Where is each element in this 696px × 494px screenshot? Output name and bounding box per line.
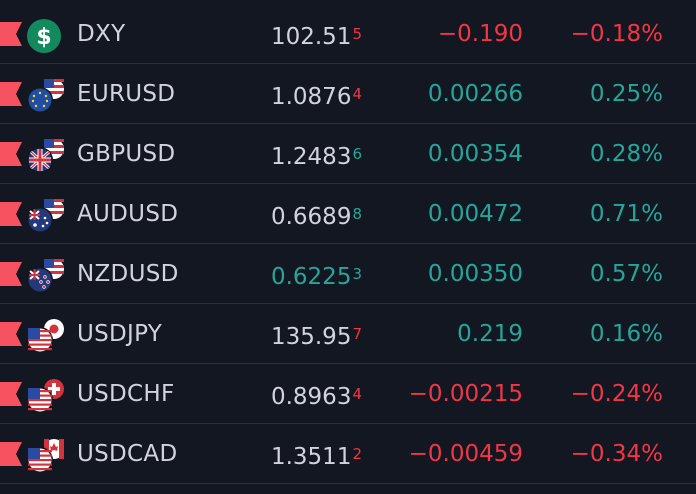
last-price: 135.957 bbox=[271, 320, 362, 351]
change-percent: −0.34% bbox=[570, 441, 663, 467]
watchlist-row-usdcad[interactable]: USDCAD 1.35112 −0.00459 −0.34% bbox=[0, 424, 696, 484]
svg-text:$: $ bbox=[36, 25, 51, 50]
last-price-main: 0.8963 bbox=[270, 384, 352, 410]
watchlist-row-nzdusd[interactable]: NZDUSD 0.62253 0.00350 0.57% bbox=[0, 244, 696, 304]
last-price-main: 1.0876 bbox=[270, 84, 352, 110]
last-price-tail: 6 bbox=[352, 145, 362, 163]
change-percent: 0.28% bbox=[589, 141, 663, 167]
change-percent: 0.57% bbox=[589, 261, 663, 287]
last-price-main: 1.2483 bbox=[270, 144, 352, 170]
change-percent: −0.18% bbox=[570, 21, 663, 47]
change-percent: 0.16% bbox=[589, 321, 663, 347]
symbol-name: USDJPY bbox=[77, 321, 163, 347]
watchlist-row-audusd[interactable]: AUDUSD 0.66898 0.00472 0.71% bbox=[0, 184, 696, 244]
flag-marker-icon[interactable] bbox=[0, 142, 22, 166]
last-price-main: 135.95 bbox=[270, 324, 352, 350]
last-price-tail: 4 bbox=[352, 385, 362, 403]
australia-us-flags-icon bbox=[27, 199, 64, 233]
change-percent: 0.71% bbox=[589, 201, 663, 227]
symbol-name: USDCAD bbox=[77, 441, 178, 467]
last-price: 1.35112 bbox=[271, 440, 362, 471]
last-price-tail: 4 bbox=[352, 85, 362, 103]
change-percent: 0.25% bbox=[589, 81, 663, 107]
uk-us-flags-icon bbox=[27, 139, 64, 173]
symbol-name: USDCHF bbox=[77, 381, 175, 407]
change-value: 0.00266 bbox=[427, 81, 523, 107]
last-price-tail: 2 bbox=[352, 445, 362, 463]
last-price-tail: 3 bbox=[352, 265, 362, 283]
last-price-main: 102.51 bbox=[270, 24, 352, 50]
last-price-main: 1.3511 bbox=[270, 444, 352, 470]
change-value: 0.219 bbox=[457, 321, 523, 347]
us-switzerland-flags-icon bbox=[27, 379, 64, 413]
flag-marker-icon[interactable] bbox=[0, 82, 22, 106]
watchlist-row-eurusd[interactable]: EURUSD 1.08764 0.00266 0.25% bbox=[0, 64, 696, 124]
symbol-name: DXY bbox=[77, 21, 126, 47]
last-price: 0.62253 bbox=[271, 260, 362, 291]
last-price-main: 0.6225 bbox=[270, 264, 352, 290]
change-value: 0.00472 bbox=[427, 201, 523, 227]
last-price-tail: 5 bbox=[352, 25, 362, 43]
last-price: 0.66898 bbox=[271, 200, 362, 231]
symbol-name: EURUSD bbox=[77, 81, 176, 107]
change-percent: −0.24% bbox=[570, 381, 663, 407]
flag-marker-icon[interactable] bbox=[0, 442, 22, 466]
last-price-main: 0.6689 bbox=[270, 204, 352, 230]
new-zealand-us-flags-icon bbox=[27, 259, 64, 293]
flag-marker-icon[interactable] bbox=[0, 322, 22, 346]
watchlist-row-dxy[interactable]: $ DXY 102.515 −0.190 −0.18% bbox=[0, 4, 696, 64]
last-price: 1.24836 bbox=[271, 140, 362, 171]
symbol-name: NZDUSD bbox=[77, 261, 179, 287]
symbol-name: GBPUSD bbox=[77, 141, 176, 167]
last-price: 0.89634 bbox=[271, 380, 362, 411]
change-value: −0.00459 bbox=[408, 441, 523, 467]
us-canada-flags-icon bbox=[27, 439, 64, 473]
change-value: 0.00350 bbox=[427, 261, 523, 287]
watchlist-row-usdjpy[interactable]: USDJPY 135.957 0.219 0.16% bbox=[0, 304, 696, 364]
last-price-tail: 7 bbox=[352, 325, 362, 343]
change-value: −0.00215 bbox=[408, 381, 523, 407]
us-japan-flags-icon bbox=[27, 319, 64, 353]
change-value: 0.00354 bbox=[427, 141, 523, 167]
flag-marker-icon[interactable] bbox=[0, 202, 22, 226]
dollar-sign-icon: $ bbox=[27, 19, 61, 53]
flag-marker-icon[interactable] bbox=[0, 22, 22, 46]
change-value: −0.190 bbox=[437, 21, 523, 47]
last-price: 102.515 bbox=[271, 20, 362, 51]
eu-us-flags-icon bbox=[27, 79, 64, 113]
symbol-name: AUDUSD bbox=[77, 201, 179, 227]
watchlist-row-gbpusd[interactable]: GBPUSD 1.24836 0.00354 0.28% bbox=[0, 124, 696, 184]
last-price-tail: 8 bbox=[352, 205, 362, 223]
watchlist-row-usdchf[interactable]: USDCHF 0.89634 −0.00215 −0.24% bbox=[0, 364, 696, 424]
last-price: 1.08764 bbox=[271, 80, 362, 111]
flag-marker-icon[interactable] bbox=[0, 382, 22, 406]
flag-marker-icon[interactable] bbox=[0, 262, 22, 286]
